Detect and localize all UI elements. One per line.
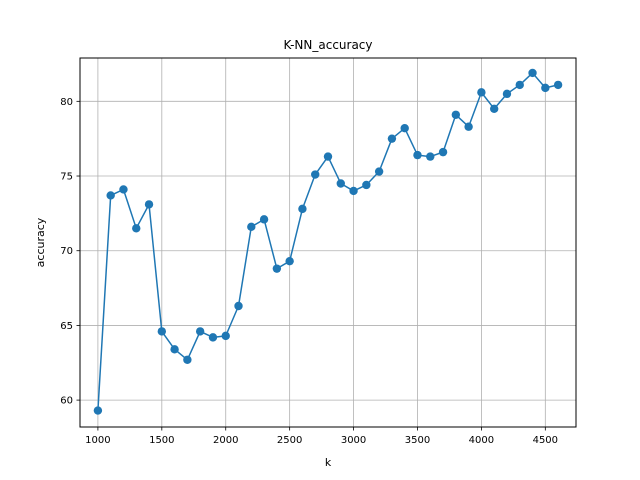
data-point [515,80,524,90]
x-tick-label: 3500 [405,435,430,446]
chart-title: K-NN_accuracy [283,38,372,52]
y-tick-label: 60 [60,396,73,407]
data-point [157,327,167,336]
plot-frame [79,57,577,428]
data-point [259,215,269,224]
data-point [438,147,448,157]
data-point [477,88,486,97]
data-point [119,185,128,194]
data-point [144,200,154,209]
x-tick-label: 2500 [277,435,302,446]
x-axis-label: k [325,456,332,469]
data-point [285,256,294,266]
x-tick-label: 1500 [149,435,174,446]
data-point [170,345,179,354]
x-tick-label: 2000 [213,435,238,446]
data-point [489,104,499,113]
data-point [528,68,537,78]
data-point [272,264,282,273]
series-layer [93,68,563,415]
data-point [400,124,409,133]
data-point [247,222,256,232]
y-tick-label: 70 [60,246,73,257]
data-point [208,333,218,342]
y-axis-label: accuracy [34,217,47,267]
data-point [413,150,422,160]
y-tick-label: 80 [60,97,73,108]
data-point [132,224,141,233]
data-point [502,89,512,99]
x-tick-label: 4000 [469,435,494,446]
y-axis-ticks: 60 65 70 75 80 [60,97,80,407]
data-point [374,167,384,176]
x-tick-label: 3000 [341,435,366,446]
data-point [298,204,307,214]
data-point [541,83,550,93]
x-tick-label: 4500 [533,435,558,446]
data-point [311,170,320,179]
data-point [387,134,397,143]
data-point [183,355,192,364]
data-point [93,406,103,415]
data-point [336,179,345,188]
data-point [451,110,461,119]
data-point [195,327,205,336]
data-point [553,80,563,90]
x-tick-label: 1000 [85,435,110,446]
data-point [426,152,435,161]
data-point [221,331,230,341]
y-tick-label: 65 [60,321,73,332]
data-point [464,122,473,131]
data-point [349,186,358,196]
grid-lines [80,58,576,427]
data-point [106,191,115,200]
data-point [323,152,333,161]
x-axis-ticks: 1000 1500 2000 2500 3000 3500 4000 4500 [85,427,558,446]
data-point [234,301,243,311]
data-point [362,180,371,190]
y-tick-label: 75 [60,172,73,183]
